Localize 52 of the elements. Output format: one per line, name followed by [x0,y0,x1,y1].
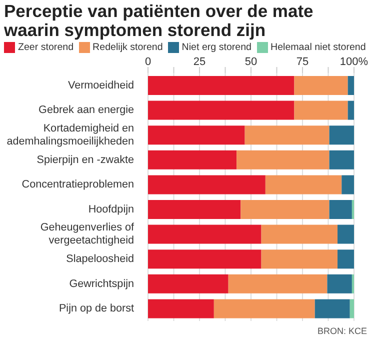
x-tick-label: 100% [340,56,368,68]
x-tick-label: 0 [144,56,152,68]
bar [338,250,354,269]
y-tick-label: Concentratieproblemen [22,178,134,191]
y-tick-label: Gebrek aan energie [38,104,134,116]
bar [350,299,354,318]
bar [294,100,348,120]
y-tick-label: Vermoeidheid [68,79,134,92]
bar [148,126,245,145]
y-tick-label: Geheugenverlies of vergeetachtigheid [40,222,135,247]
x-tick-label: 75 [296,56,309,68]
bar [265,175,342,194]
bar [148,250,262,269]
bar [342,175,354,194]
legend-label: Niet erg storend [180,42,252,53]
bar [148,274,228,294]
bar [148,76,294,95]
legend-label: Helemaal niet storend [270,42,366,53]
x-tick-label: 50 [244,56,258,68]
bar [329,126,354,145]
bar [148,200,241,219]
bar [214,299,315,318]
legend-label: Redelijk storend [92,42,163,53]
bar [327,274,352,294]
bar [294,76,348,95]
bar [148,299,214,318]
y-tick-label: Pijn op de borst [58,302,134,315]
legend-label: Zeer storend [17,42,74,53]
bar [329,150,354,170]
bar [244,126,330,145]
bar [329,200,352,219]
y-tick-label: Spierpijn en -zwakte [36,154,134,166]
bar [348,76,354,95]
y-tick-label: Slapeloosheid [66,253,134,265]
bar [148,224,262,244]
y-tick-label: Hoofdpijn [88,203,134,216]
bar [348,100,354,120]
y-tick-label: Kortademigheid en ademhalingsmoeilijkheden [6,122,134,148]
bar [148,100,294,120]
bar [236,150,330,170]
bar [314,299,350,318]
x-tick-label: 25 [193,56,206,68]
bar [261,250,338,269]
bar [338,224,354,244]
text: BRON: KCE [317,326,367,336]
bar [148,175,266,194]
bar [261,224,338,244]
bar [240,200,330,219]
chart-title: Perceptie van patiënten over de mate waarin symptomen storend zijn [3,0,314,40]
bar [148,150,237,170]
bar [228,274,328,294]
y-tick-label: Gewrichtspijn [69,278,134,290]
